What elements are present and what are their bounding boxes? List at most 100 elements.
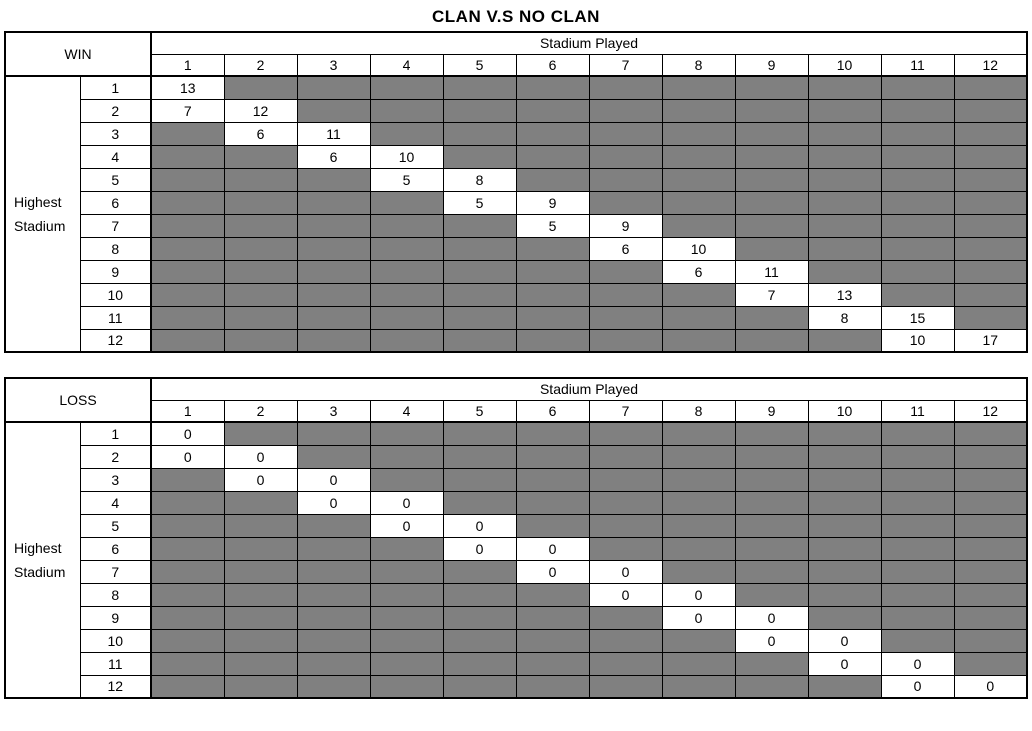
filled-cell[interactable] [442, 213, 517, 238]
filled-cell[interactable] [150, 651, 225, 676]
filled-cell[interactable] [223, 421, 298, 446]
filled-cell[interactable] [223, 75, 298, 100]
filled-cell[interactable] [515, 282, 590, 307]
value-cell[interactable]: 6 [223, 121, 298, 146]
row-header-9[interactable]: 9 [79, 259, 152, 284]
filled-cell[interactable] [296, 305, 371, 330]
value-cell[interactable]: 0 [953, 674, 1028, 699]
value-cell[interactable]: 5 [442, 190, 517, 215]
filled-cell[interactable] [661, 421, 736, 446]
row-header-1[interactable]: 1 [79, 421, 152, 446]
filled-cell[interactable] [953, 121, 1028, 146]
filled-cell[interactable] [953, 513, 1028, 538]
row-header-9[interactable]: 9 [79, 605, 152, 630]
value-cell[interactable]: 9 [515, 190, 590, 215]
filled-cell[interactable] [150, 167, 225, 192]
value-cell[interactable]: 0 [296, 467, 371, 492]
filled-cell[interactable] [369, 259, 444, 284]
filled-cell[interactable] [442, 444, 517, 469]
value-cell[interactable]: 0 [223, 467, 298, 492]
filled-cell[interactable] [588, 305, 663, 330]
filled-cell[interactable] [442, 121, 517, 146]
column-header-11[interactable]: 11 [880, 399, 955, 423]
column-header-3[interactable]: 3 [296, 53, 371, 77]
filled-cell[interactable] [734, 75, 809, 100]
filled-cell[interactable] [661, 444, 736, 469]
filled-cell[interactable] [150, 582, 225, 607]
filled-cell[interactable] [734, 213, 809, 238]
filled-cell[interactable] [661, 513, 736, 538]
value-cell[interactable]: 7 [150, 98, 225, 123]
filled-cell[interactable] [369, 467, 444, 492]
value-cell[interactable]: 0 [515, 536, 590, 561]
filled-cell[interactable] [807, 190, 882, 215]
row-header-5[interactable]: 5 [79, 167, 152, 192]
filled-cell[interactable] [588, 190, 663, 215]
filled-cell[interactable] [515, 467, 590, 492]
row-header-8[interactable]: 8 [79, 236, 152, 261]
filled-cell[interactable] [296, 167, 371, 192]
filled-cell[interactable] [807, 513, 882, 538]
filled-cell[interactable] [442, 282, 517, 307]
filled-cell[interactable] [807, 536, 882, 561]
column-header-2[interactable]: 2 [223, 53, 298, 77]
filled-cell[interactable] [369, 121, 444, 146]
value-cell[interactable]: 0 [369, 490, 444, 515]
row-header-2[interactable]: 2 [79, 98, 152, 123]
filled-cell[interactable] [369, 674, 444, 699]
filled-cell[interactable] [880, 236, 955, 261]
filled-cell[interactable] [880, 213, 955, 238]
filled-cell[interactable] [953, 167, 1028, 192]
filled-cell[interactable] [661, 628, 736, 653]
filled-cell[interactable] [880, 559, 955, 584]
filled-cell[interactable] [588, 98, 663, 123]
value-cell[interactable]: 6 [588, 236, 663, 261]
row-header-10[interactable]: 10 [79, 282, 152, 307]
filled-cell[interactable] [515, 605, 590, 630]
filled-cell[interactable] [661, 328, 736, 353]
filled-cell[interactable] [369, 98, 444, 123]
filled-cell[interactable] [953, 559, 1028, 584]
column-header-4[interactable]: 4 [369, 53, 444, 77]
filled-cell[interactable] [807, 144, 882, 169]
filled-cell[interactable] [515, 674, 590, 699]
filled-cell[interactable] [223, 605, 298, 630]
filled-cell[interactable] [150, 490, 225, 515]
filled-cell[interactable] [150, 536, 225, 561]
column-header-12[interactable]: 12 [953, 53, 1028, 77]
filled-cell[interactable] [734, 536, 809, 561]
value-cell[interactable]: 10 [661, 236, 736, 261]
filled-cell[interactable] [807, 98, 882, 123]
filled-cell[interactable] [369, 236, 444, 261]
filled-cell[interactable] [223, 559, 298, 584]
filled-cell[interactable] [880, 259, 955, 284]
filled-cell[interactable] [734, 98, 809, 123]
filled-cell[interactable] [442, 98, 517, 123]
column-header-6[interactable]: 6 [515, 53, 590, 77]
filled-cell[interactable] [442, 490, 517, 515]
filled-cell[interactable] [369, 536, 444, 561]
column-header-11[interactable]: 11 [880, 53, 955, 77]
filled-cell[interactable] [296, 582, 371, 607]
filled-cell[interactable] [588, 144, 663, 169]
filled-cell[interactable] [953, 582, 1028, 607]
filled-cell[interactable] [734, 651, 809, 676]
filled-cell[interactable] [223, 674, 298, 699]
filled-cell[interactable] [880, 144, 955, 169]
filled-cell[interactable] [807, 259, 882, 284]
filled-cell[interactable] [296, 605, 371, 630]
column-header-10[interactable]: 10 [807, 399, 882, 423]
filled-cell[interactable] [807, 213, 882, 238]
filled-cell[interactable] [807, 674, 882, 699]
filled-cell[interactable] [296, 75, 371, 100]
value-cell[interactable]: 0 [223, 444, 298, 469]
filled-cell[interactable] [880, 628, 955, 653]
filled-cell[interactable] [150, 282, 225, 307]
filled-cell[interactable] [223, 513, 298, 538]
filled-cell[interactable] [150, 628, 225, 653]
filled-cell[interactable] [661, 490, 736, 515]
filled-cell[interactable] [588, 651, 663, 676]
filled-cell[interactable] [734, 467, 809, 492]
row-header-5[interactable]: 5 [79, 513, 152, 538]
filled-cell[interactable] [953, 536, 1028, 561]
